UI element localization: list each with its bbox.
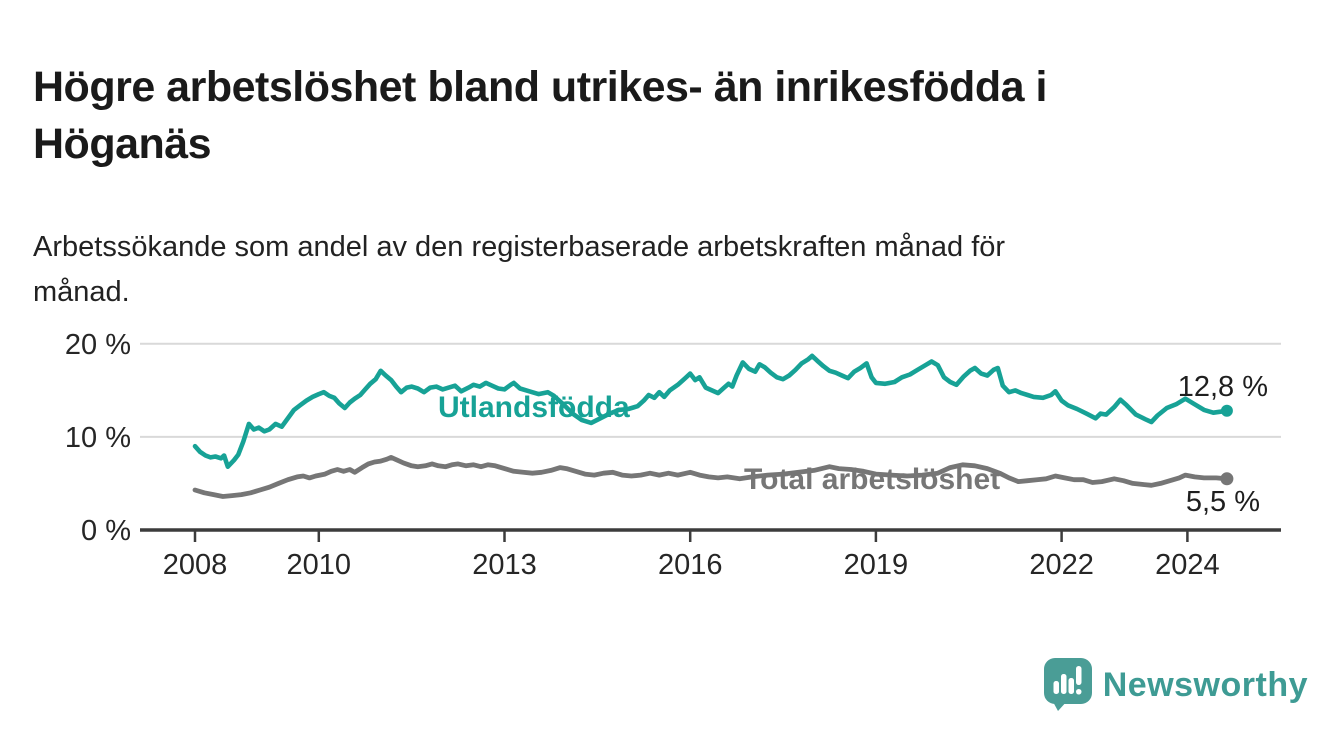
- x-tick-2016: 2016: [658, 549, 723, 581]
- page-subtitle: Arbetssökande som andel av den registerb…: [33, 231, 1006, 308]
- x-tick-2013: 2013: [472, 549, 537, 581]
- x-tick-2024: 2024: [1155, 549, 1220, 581]
- y-tick-0: 0 %: [81, 515, 131, 547]
- x-tick-2010: 2010: [287, 549, 352, 581]
- end-value-label-total: 5,5 %: [1186, 486, 1260, 518]
- x-tick-2008: 2008: [163, 549, 228, 581]
- newsworthy-logo-text: Newsworthy: [1102, 665, 1308, 704]
- series-line-total: [192, 454, 1230, 499]
- y-tick-20: 20 %: [65, 329, 131, 361]
- newsworthy-logo-icon: [1043, 658, 1092, 711]
- end-value-label-utlandsfodda: 12,8 %: [1178, 371, 1268, 403]
- series-end-dot-total: [1220, 472, 1234, 486]
- x-tick-2019: 2019: [844, 549, 909, 581]
- line-chart: 0 % 10 % 20 % 2008 2010 2013 2016 2019 2…: [65, 329, 1281, 581]
- newsworthy-logo[interactable]: Newsworthy: [1043, 658, 1308, 712]
- y-tick-10: 10 %: [65, 422, 131, 454]
- x-tick-2022: 2022: [1029, 549, 1094, 581]
- page-title: Högre arbetslöshet bland utrikes- än inr…: [33, 62, 1047, 168]
- series-label-total: Total arbetslöshet: [744, 463, 1000, 496]
- series-line-utlandsfodda: [192, 353, 1230, 470]
- series-label-utlandsfodda: Utlandsfödda: [438, 391, 630, 424]
- series-end-dot-utlandsfodda: [1220, 404, 1233, 417]
